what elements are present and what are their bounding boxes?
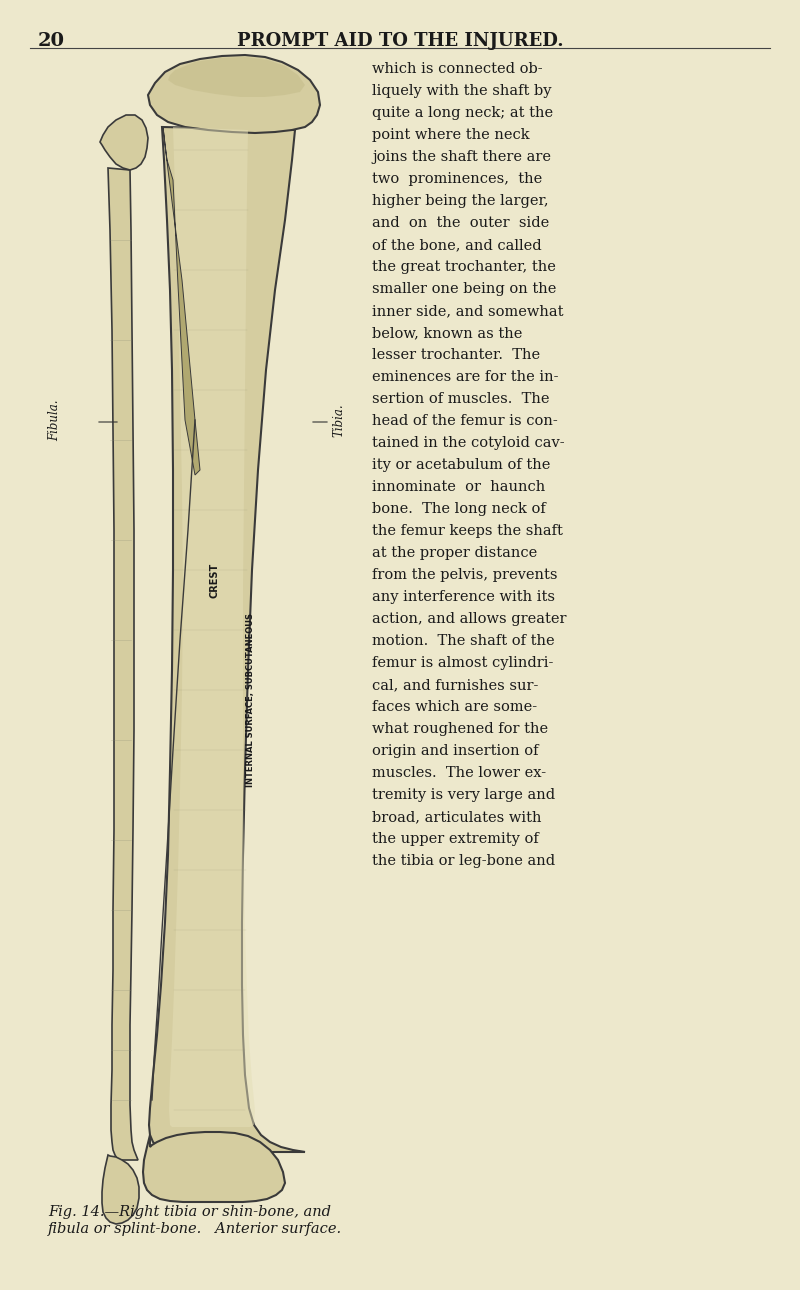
- Text: motion.  The shaft of the: motion. The shaft of the: [372, 633, 554, 648]
- Text: muscles.  The lower ex-: muscles. The lower ex-: [372, 766, 546, 780]
- Text: head of the femur is con-: head of the femur is con-: [372, 414, 558, 428]
- Text: the femur keeps the shaft: the femur keeps the shaft: [372, 524, 563, 538]
- Text: the great trochanter, the: the great trochanter, the: [372, 261, 556, 273]
- Text: any interference with its: any interference with its: [372, 590, 555, 604]
- Text: 20: 20: [38, 32, 65, 50]
- Text: higher being the larger,: higher being the larger,: [372, 194, 549, 208]
- Polygon shape: [143, 1133, 285, 1202]
- Text: smaller one being on the: smaller one being on the: [372, 283, 556, 295]
- Polygon shape: [100, 115, 148, 170]
- Text: INTERNAL SURFACE, SUBCUTANEOUS: INTERNAL SURFACE, SUBCUTANEOUS: [246, 613, 254, 787]
- Text: broad, articulates with: broad, articulates with: [372, 810, 542, 824]
- Polygon shape: [108, 168, 138, 1160]
- Text: which is connected ob-: which is connected ob-: [372, 62, 542, 76]
- Text: quite a long neck; at the: quite a long neck; at the: [372, 106, 553, 120]
- Text: the upper extremity of: the upper extremity of: [372, 832, 538, 846]
- Text: at the proper distance: at the proper distance: [372, 546, 538, 560]
- Text: from the pelvis, prevents: from the pelvis, prevents: [372, 568, 558, 582]
- Text: action, and allows greater: action, and allows greater: [372, 611, 566, 626]
- Text: faces which are some-: faces which are some-: [372, 700, 537, 713]
- Text: tremity is very large and: tremity is very large and: [372, 788, 555, 802]
- Text: ity or acetabulum of the: ity or acetabulum of the: [372, 458, 550, 472]
- Text: liquely with the shaft by: liquely with the shaft by: [372, 84, 551, 98]
- Text: CREST: CREST: [210, 562, 220, 597]
- Text: the tibia or leg-bone and: the tibia or leg-bone and: [372, 854, 555, 868]
- Text: joins the shaft there are: joins the shaft there are: [372, 150, 551, 164]
- Text: and  on  the  outer  side: and on the outer side: [372, 215, 550, 230]
- Text: cal, and furnishes sur-: cal, and furnishes sur-: [372, 679, 538, 691]
- Text: of the bone, and called: of the bone, and called: [372, 237, 542, 252]
- Text: Tibia.: Tibia.: [332, 404, 345, 437]
- Polygon shape: [168, 57, 305, 97]
- Text: innominate  or  haunch: innominate or haunch: [372, 480, 546, 494]
- Text: two  prominences,  the: two prominences, the: [372, 172, 542, 186]
- Text: sertion of muscles.  The: sertion of muscles. The: [372, 392, 550, 406]
- Text: fibula or splint-bone.   Anterior surface.: fibula or splint-bone. Anterior surface.: [48, 1222, 342, 1236]
- Text: femur is almost cylindri-: femur is almost cylindri-: [372, 657, 554, 670]
- Text: tained in the cotyloid cav-: tained in the cotyloid cav-: [372, 436, 565, 450]
- Text: bone.  The long neck of: bone. The long neck of: [372, 502, 546, 516]
- Text: below, known as the: below, known as the: [372, 326, 522, 341]
- Text: lesser trochanter.  The: lesser trochanter. The: [372, 348, 540, 362]
- Text: what roughened for the: what roughened for the: [372, 722, 548, 737]
- Text: Fibula.: Fibula.: [48, 399, 61, 441]
- Text: eminences are for the in-: eminences are for the in-: [372, 370, 558, 384]
- Polygon shape: [148, 55, 320, 133]
- Text: Fig. 14.—Right tibia or shin-bone, and: Fig. 14.—Right tibia or shin-bone, and: [48, 1205, 331, 1219]
- Polygon shape: [163, 126, 200, 475]
- Polygon shape: [102, 1155, 139, 1224]
- Polygon shape: [169, 126, 255, 1127]
- Text: point where the neck: point where the neck: [372, 128, 530, 142]
- Text: inner side, and somewhat: inner side, and somewhat: [372, 304, 563, 319]
- Text: PROMPT AID TO THE INJURED.: PROMPT AID TO THE INJURED.: [237, 32, 563, 50]
- Polygon shape: [149, 126, 305, 1152]
- Text: origin and insertion of: origin and insertion of: [372, 744, 538, 759]
